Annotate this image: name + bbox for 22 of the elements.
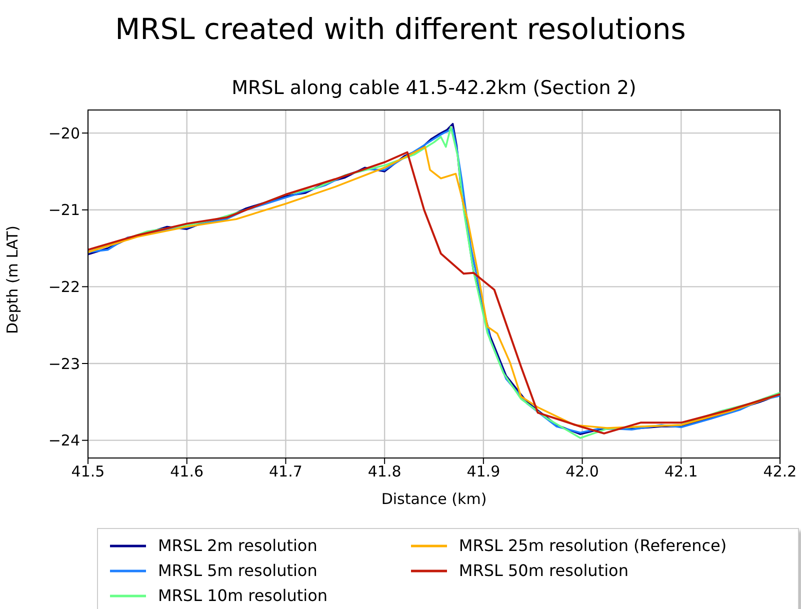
chart-subtitle: MRSL along cable 41.5-42.2km (Section 2)	[230, 77, 638, 99]
y-tick-label: −20	[48, 124, 80, 142]
x-tick-label: 41.5	[71, 462, 105, 481]
legend-label: MRSL 5m resolution	[158, 561, 318, 580]
y-tick-label: −23	[48, 354, 80, 373]
legend-label: MRSL 25m resolution (Reference)	[458, 536, 727, 555]
x-tick-label: 41.6	[170, 462, 204, 481]
y-tick-label: −21	[48, 201, 80, 220]
x-tick-label: 42.0	[566, 462, 599, 481]
x-tick-label: 42.2	[763, 462, 797, 481]
x-tick-label: 41.8	[368, 462, 402, 481]
y-tick-label: −22	[48, 278, 80, 296]
x-axis-title: Distance (km)	[381, 490, 487, 508]
y-tick-label: −24	[48, 432, 80, 450]
legend-label: MRSL 50m resolution	[458, 561, 628, 580]
y-axis-title: Depth (m LAT)	[3, 225, 22, 334]
x-tick-label: 41.7	[269, 462, 302, 481]
x-tick-label: 42.1	[664, 462, 698, 481]
chart-title: MRSL created with different resolutions	[114, 12, 687, 46]
legend-label: MRSL 10m resolution	[158, 586, 328, 605]
x-tick-label: 41.9	[466, 462, 500, 481]
legend-label: MRSL 2m resolution	[158, 536, 318, 555]
